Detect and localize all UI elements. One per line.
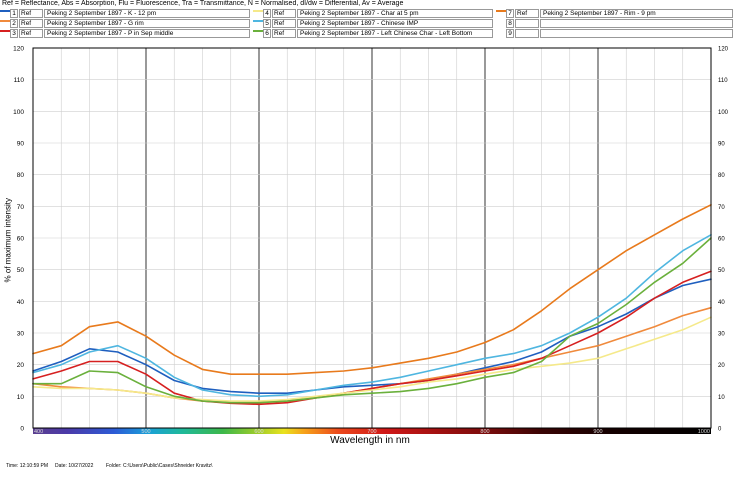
series-line-6	[32, 237, 712, 404]
legend-table: 1 Ref Peking 2 September 1897 - K - 12 pm 2…	[0, 9, 733, 39]
legend-label: Peking 2 September 1897 - P in Sep middl…	[44, 29, 250, 38]
y-tick-label-right: 40	[718, 300, 725, 306]
legend-type: Ref	[272, 9, 296, 18]
x-tick-label: 600	[254, 429, 263, 435]
legend-item: 5 Ref Peking 2 September 1897 - Chinese IM…	[253, 19, 493, 29]
legend-swatch	[0, 10, 10, 12]
legend-swatch	[253, 10, 263, 12]
y-tick-label-right: 120	[718, 47, 729, 53]
legend-item: 1 Ref Peking 2 September 1897 - K - 12 pm	[0, 9, 250, 19]
legend-swatch	[253, 20, 263, 22]
series-line-5	[32, 234, 712, 398]
footer-folder: Folder: C:\Users\Public\Cases\Shneider K…	[106, 463, 213, 469]
legend-label: Peking 2 September 1897 - Chinese IMP	[297, 19, 493, 28]
legend-item: 4 Ref Peking 2 September 1897 - Char at 5 …	[253, 9, 493, 19]
legend-swatch	[0, 20, 10, 22]
x-tick-label: 900	[593, 429, 602, 435]
legend-swatch	[496, 10, 506, 12]
x-tick-label: 400	[34, 429, 43, 435]
legend-item: 7 Ref Peking 2 September 1897 - Rim - 9 pm	[496, 9, 733, 19]
legend-swatch	[0, 30, 10, 32]
y-tick-label-left: 80	[17, 172, 25, 179]
y-tick-label-left: 90	[17, 141, 25, 148]
legend-type: Ref	[19, 29, 43, 38]
spectrum-bar	[33, 428, 711, 434]
series-line-1	[32, 278, 712, 395]
y-tick-label-right: 20	[718, 363, 725, 369]
legend-type: Ref	[272, 19, 296, 28]
legend-number: 4	[263, 9, 271, 18]
y-tick-label-left: 110	[14, 77, 25, 84]
legend-number: 2	[10, 19, 18, 28]
y-tick-label-right: 10	[718, 395, 725, 401]
y-tick-label-left: 120	[13, 46, 24, 53]
legend-number: 5	[263, 19, 271, 28]
footer-time: Time: 12:10:59 PM	[6, 463, 49, 469]
x-tick-label: 800	[480, 429, 489, 435]
plot-frame	[32, 47, 712, 429]
legend-number: 8	[506, 19, 514, 28]
y-tick-label-left: 0	[20, 426, 24, 433]
legend-label: Peking 2 September 1897 - K - 12 pm	[44, 9, 250, 18]
y-tick-label-right: 90	[718, 142, 725, 148]
legend-item: 3 Ref Peking 2 September 1897 - P in Sep m…	[0, 29, 250, 39]
x-tick-label: 700	[367, 429, 376, 435]
legend-swatch	[253, 30, 263, 32]
legend-label: Peking 2 September 1897 - Left Chinese C…	[297, 29, 493, 38]
y-tick-label-left: 70	[17, 204, 25, 211]
y-tick-label-left: 10	[17, 394, 25, 401]
x-axis-title: Wavelength in nm	[330, 435, 410, 446]
y-tick-label-right: 0	[718, 427, 722, 433]
legend-item: 2 Ref Peking 2 September 1897 - G rim	[0, 19, 250, 29]
series-line-3	[32, 270, 712, 406]
y-tick-label-right: 60	[718, 237, 725, 243]
legend-type: Ref	[19, 19, 43, 28]
y-tick-label-left: 60	[17, 236, 25, 243]
legend-number: 9	[506, 29, 514, 38]
x-tick-label: 1000	[698, 429, 710, 435]
y-tick-label-right: 80	[718, 173, 725, 179]
legend-item: 8	[496, 19, 733, 29]
legend-type	[515, 19, 539, 28]
y-tick-label-left: 30	[17, 331, 25, 338]
y-tick-label-right: 30	[718, 332, 725, 338]
y-tick-label-right: 70	[718, 205, 725, 211]
legend-item: 6 Ref Peking 2 September 1897 - Left Chine…	[253, 29, 493, 39]
y-tick-label-left: 20	[17, 362, 25, 369]
legend-label: Peking 2 September 1897 - Char at 5 pm	[297, 9, 493, 18]
legend-number: 6	[263, 29, 271, 38]
legend-type: Ref	[515, 9, 539, 18]
legend-item: 9	[496, 29, 733, 39]
footer-date: Date: 10/27/2022	[55, 463, 94, 469]
legend-number: 3	[10, 29, 18, 38]
y-tick-label-right: 110	[718, 78, 728, 84]
series-line-7	[32, 204, 712, 376]
legend-type: Ref	[272, 29, 296, 38]
y-tick-label-right: 50	[718, 268, 725, 274]
legend-label: Peking 2 September 1897 - G rim	[44, 19, 250, 28]
y-tick-label-right: 100	[718, 110, 729, 116]
legend-type: Ref	[19, 9, 43, 18]
legend-type	[515, 29, 539, 38]
y-tick-label-left: 100	[13, 109, 24, 116]
legend-number: 7	[506, 9, 514, 18]
header-note: Ref = Reflectance, Abs = Absorption, Flu…	[2, 0, 404, 7]
y-tick-label-left: 40	[17, 299, 25, 306]
y-tick-label-left: 50	[17, 267, 25, 274]
series-line-4	[32, 316, 712, 402]
y-axis-title: % of maximum intensity	[3, 198, 13, 283]
legend-number: 1	[10, 9, 18, 18]
x-tick-label: 500	[141, 429, 150, 435]
